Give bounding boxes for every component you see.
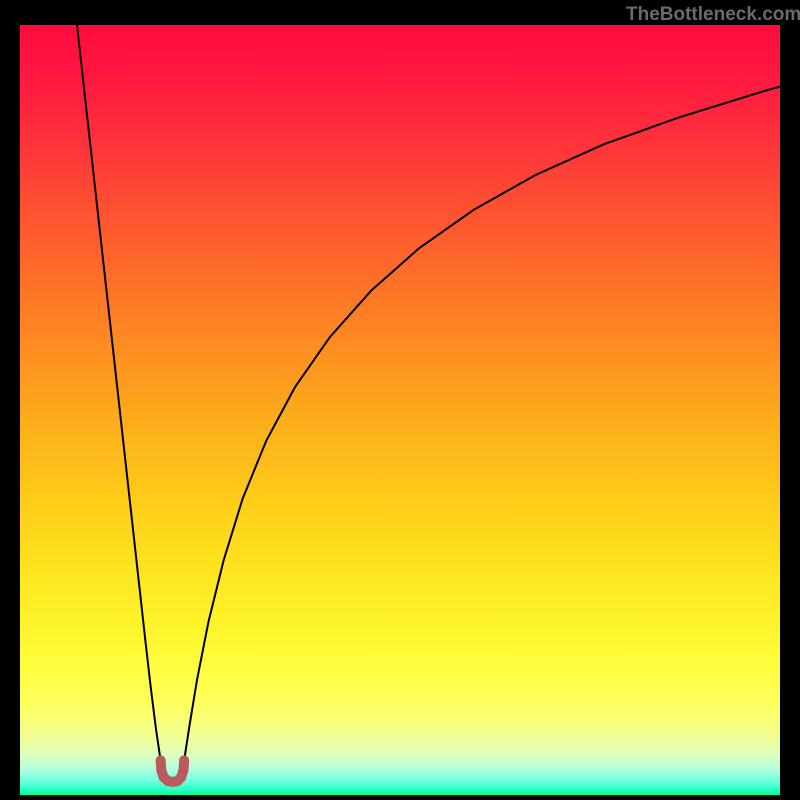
- plot-area: [20, 25, 780, 795]
- gradient-background: [20, 25, 780, 795]
- chart-svg: [20, 25, 780, 795]
- watermark-text: TheBottleneck.com: [626, 4, 800, 26]
